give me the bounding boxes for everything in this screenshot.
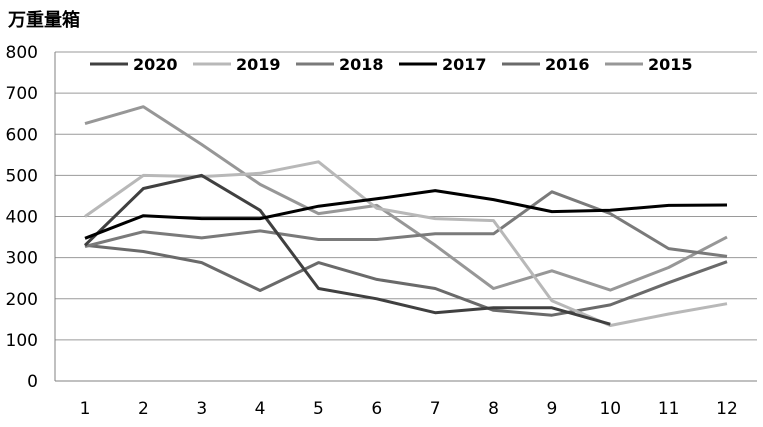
y-tick-label: 800 (6, 43, 38, 63)
y-tick-label: 700 (6, 84, 38, 104)
series-line-2020 (83, 173, 611, 326)
series-line-2019 (84, 160, 728, 327)
x-tick-label: 7 (430, 399, 441, 419)
y-tick-label: 300 (6, 249, 38, 269)
x-tick-label: 3 (196, 399, 207, 419)
y-tick-label: 200 (6, 290, 38, 310)
legend-label-2015: 2015 (648, 55, 693, 74)
legend-label-2019: 2019 (236, 55, 281, 74)
y-unit-label: 万重量箱 (8, 10, 80, 31)
x-tick-label: 2 (138, 399, 149, 419)
x-tick-labels: 1 2 3 4 5 6 7 8 9 10 11 12 (80, 399, 738, 419)
y-tick-labels: 0 100 200 300 400 500 600 700 800 (6, 43, 38, 392)
x-tick-label: 10 (599, 399, 621, 419)
x-tick-label: 8 (488, 399, 499, 419)
series-line-2017 (84, 189, 728, 240)
x-tick-label: 1 (80, 399, 91, 419)
x-tick-label: 6 (371, 399, 382, 419)
x-tick-label: 4 (255, 399, 266, 419)
legend-label-2018: 2018 (339, 55, 384, 74)
legend-label-2017: 2017 (442, 55, 487, 74)
x-tick-label: 11 (658, 399, 680, 419)
x-tick-label: 5 (313, 399, 324, 419)
y-tick-label: 100 (6, 331, 38, 351)
y-tick-label: 400 (6, 208, 38, 228)
legend-label-2020: 2020 (133, 55, 178, 74)
x-tick-label: 9 (546, 399, 557, 419)
series-line-2016 (84, 243, 728, 317)
series-lines (83, 105, 728, 327)
y-tick-label: 0 (27, 372, 38, 392)
legend: 2020 2019 2018 2017 2016 2015 (90, 55, 693, 74)
axes (54, 52, 757, 382)
legend-label-2016: 2016 (545, 55, 590, 74)
x-tick-label: 12 (716, 399, 738, 419)
series-line-2018 (84, 190, 728, 258)
y-tick-label: 600 (6, 125, 38, 145)
series-line-2015 (84, 105, 728, 292)
y-tick-label: 500 (6, 166, 38, 186)
